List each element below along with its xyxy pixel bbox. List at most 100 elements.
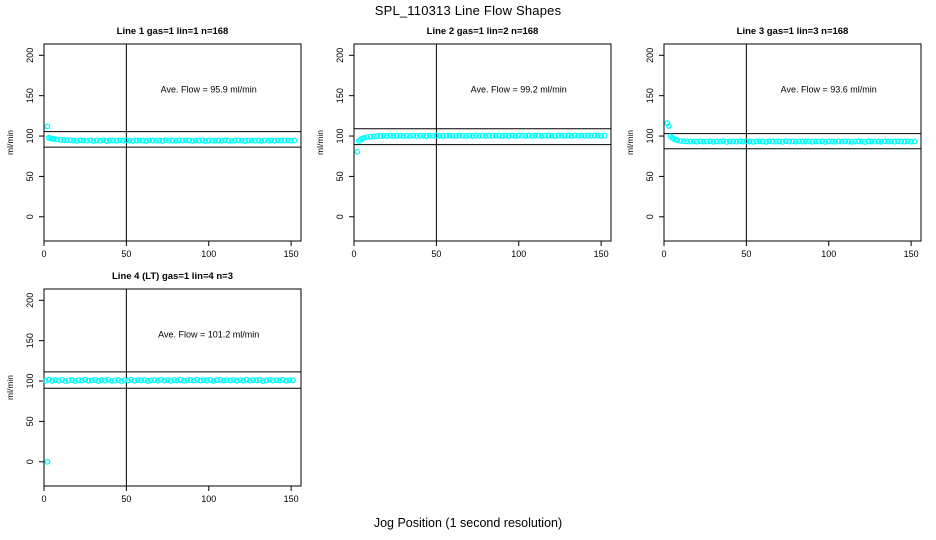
data-point	[717, 138, 723, 145]
data-point	[144, 378, 151, 384]
data-point	[52, 377, 59, 384]
data-point	[868, 138, 875, 145]
data-point	[139, 137, 146, 144]
data-point	[891, 138, 898, 145]
data-point	[64, 137, 71, 144]
data-point	[512, 133, 519, 139]
data-point	[255, 137, 262, 144]
data-point	[113, 137, 120, 144]
annotation-ave-flow: Ave. Flow = 93.6 ml/min	[781, 84, 877, 94]
data-point	[858, 138, 865, 145]
data-point	[750, 138, 756, 145]
panel-title: Line 1 gas=1 lin=1 n=168	[117, 26, 229, 37]
data-point	[223, 377, 230, 384]
data-point	[532, 132, 539, 139]
data-point	[125, 377, 131, 384]
data-point	[423, 133, 430, 139]
data-point	[245, 137, 252, 144]
data-point	[862, 138, 868, 145]
data-point	[45, 376, 52, 383]
data-point	[806, 138, 812, 145]
data-point	[815, 138, 822, 145]
data-point	[154, 377, 161, 384]
data-point	[243, 376, 250, 383]
data-point	[70, 137, 77, 144]
data-point	[759, 138, 766, 145]
data-point	[177, 376, 184, 383]
data-point	[278, 137, 285, 144]
data-point	[289, 377, 296, 384]
data-points	[44, 123, 298, 144]
data-point	[591, 132, 598, 139]
data-point	[195, 137, 202, 144]
data-point	[136, 137, 143, 144]
y-axis-tick-label: 200	[335, 48, 345, 63]
data-point	[693, 138, 700, 145]
y-axis-tick-label: 200	[645, 48, 655, 63]
y-axis-tick-label: 200	[25, 48, 35, 63]
data-point	[97, 137, 103, 144]
data-point	[410, 132, 417, 139]
y-axis-tick-label: 100	[25, 129, 35, 144]
data-point	[436, 132, 443, 139]
data-point	[146, 137, 153, 144]
data-point	[205, 137, 212, 144]
data-point	[268, 137, 275, 144]
data-point	[167, 377, 174, 384]
data-point	[430, 132, 437, 139]
plot-svg: Line 1 gas=1 lin=1 n=168 0 50 100 150 0 50 100 1…	[5, 26, 302, 259]
data-point	[110, 137, 117, 144]
data-point	[400, 133, 407, 140]
data-point	[829, 138, 835, 145]
data-point	[121, 377, 128, 384]
data-point	[212, 137, 219, 144]
data-point	[138, 377, 145, 384]
data-point	[102, 377, 108, 384]
data-point	[482, 132, 489, 139]
data-point	[852, 138, 859, 145]
plot-box	[43, 288, 302, 487]
x-axis-tick-label: 150	[284, 249, 299, 259]
data-point	[456, 132, 463, 139]
data-point	[842, 138, 849, 145]
y-axis-tick-label: 150	[335, 88, 345, 103]
plot-svg: Line 4 (LT) gas=1 lin=4 n=3 0 50 100 150 0 50 1…	[5, 271, 302, 504]
data-point	[230, 376, 237, 383]
data-point	[515, 132, 522, 139]
data-point	[263, 377, 270, 384]
x-axis-tick-label: 150	[594, 249, 609, 259]
data-point	[403, 132, 410, 139]
x-axis-tick-label: 100	[511, 249, 526, 259]
data-point	[69, 377, 75, 383]
data-point	[766, 138, 773, 145]
data-point	[271, 137, 278, 144]
data-point	[233, 377, 240, 384]
data-points	[42, 376, 296, 465]
y-axis-tick-label: 100	[25, 374, 35, 389]
data-point	[773, 138, 779, 145]
y-axis-tick-label: 100	[645, 129, 655, 144]
data-point	[535, 132, 542, 139]
data-point	[819, 138, 826, 145]
data-point	[911, 138, 918, 145]
data-point	[720, 138, 727, 145]
data-point	[377, 133, 384, 139]
data-point	[763, 138, 770, 145]
data-point	[865, 138, 872, 145]
data-point	[519, 132, 525, 139]
data-point	[186, 137, 192, 144]
data-point	[881, 138, 888, 145]
data-point	[796, 138, 803, 145]
data-point	[509, 132, 516, 139]
data-point	[60, 137, 67, 143]
data-point	[420, 132, 427, 139]
data-point	[171, 377, 178, 383]
data-point	[44, 458, 51, 465]
data-point	[723, 138, 730, 145]
data-point	[153, 137, 159, 144]
data-point	[525, 132, 532, 139]
data-point	[548, 132, 555, 139]
data-point	[134, 377, 141, 384]
data-point	[374, 133, 381, 140]
